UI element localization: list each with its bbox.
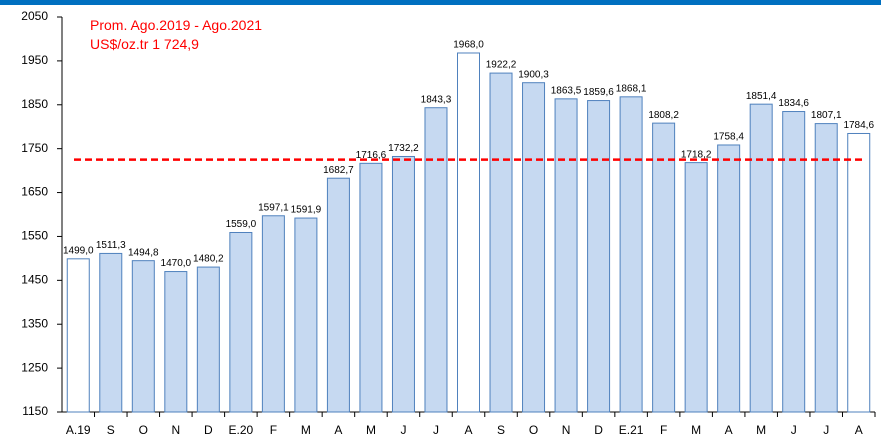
bar (66, 258, 90, 413)
value-label: 1784,6 (843, 120, 874, 131)
bar (326, 177, 350, 413)
bar (457, 52, 480, 413)
y-tick-label: 1550 (21, 229, 48, 243)
x-tick-label: M (691, 423, 701, 437)
bar (619, 96, 643, 413)
x-tick-label: A.19 (66, 423, 91, 437)
value-label: 1922,2 (486, 60, 517, 71)
value-label: 1511,3 (96, 240, 126, 251)
y-tick-label: 1750 (21, 141, 48, 155)
x-tick-label: N (562, 423, 571, 437)
value-label: 1494,8 (128, 247, 159, 258)
x-tick-label: M (366, 423, 376, 437)
y-tick-label: 1650 (21, 185, 48, 199)
value-label: 1499,0 (63, 245, 94, 256)
y-tick-label: 1150 (22, 404, 48, 418)
x-tick-label: J (433, 423, 439, 437)
x-tick-label: D (204, 423, 213, 437)
value-label: 1834,6 (778, 98, 809, 109)
x-tick-label: J (823, 423, 829, 437)
x-tick-label: A (855, 423, 863, 437)
value-label: 1591,9 (291, 205, 322, 216)
bar (164, 271, 188, 413)
value-label: 1732,2 (388, 143, 419, 154)
value-label: 1559,0 (226, 219, 257, 230)
value-label: 1716,6 (356, 150, 387, 161)
bar (99, 252, 123, 413)
x-tick-label: O (139, 423, 148, 437)
value-label: 1900,3 (518, 69, 549, 80)
value-label: 1859,6 (583, 87, 614, 98)
x-tick-label: F (660, 423, 667, 437)
bar (717, 144, 741, 413)
annotation: US$/oz.tr 1 724,9 (90, 36, 199, 52)
x-tick-label: E.21 (619, 423, 644, 437)
bar (847, 132, 871, 413)
x-tick-label: S (107, 423, 115, 437)
bar (261, 215, 285, 413)
x-tick-label: A (334, 423, 342, 437)
value-label: 1968,0 (453, 40, 484, 51)
y-tick-label: 2050 (21, 9, 48, 23)
bar (229, 231, 253, 413)
value-label: 1868,1 (616, 83, 647, 94)
bar (587, 100, 611, 413)
bar (782, 111, 806, 413)
value-label: 1843,3 (421, 94, 452, 105)
x-tick-label: A (464, 423, 472, 437)
x-tick-label: A (725, 423, 733, 437)
y-tick-label: 1250 (21, 360, 48, 374)
x-tick-label: M (756, 423, 766, 437)
bar (359, 162, 383, 413)
bar (196, 266, 220, 413)
value-label: 1470,0 (161, 258, 192, 269)
bar (391, 155, 415, 413)
x-tick-label: E.20 (229, 423, 254, 437)
top-strip (0, 0, 881, 5)
bar (131, 260, 155, 413)
x-tick-label: O (529, 423, 538, 437)
bar (749, 103, 773, 413)
value-label: 1718,2 (681, 149, 712, 160)
x-tick-label: M (301, 423, 311, 437)
x-tick-label: J (791, 423, 797, 437)
bar (489, 72, 513, 413)
bar (424, 107, 448, 413)
value-label: 1807,1 (811, 110, 842, 121)
value-label: 1682,7 (323, 165, 354, 176)
bar (684, 162, 708, 413)
y-tick-label: 1350 (21, 316, 48, 330)
value-label: 1480,2 (193, 254, 224, 265)
bar (652, 122, 676, 413)
x-tick-label: S (497, 423, 505, 437)
value-label: 1851,4 (746, 91, 777, 102)
bar (554, 98, 578, 413)
annotation: Prom. Ago.2019 - Ago.2021 (90, 17, 262, 33)
y-tick-label: 1850 (21, 97, 48, 111)
x-tick-label: J (400, 423, 406, 437)
value-label: 1758,4 (713, 132, 744, 143)
x-tick-label: F (270, 423, 277, 437)
bar (294, 217, 318, 413)
bar (522, 82, 546, 413)
value-label: 1808,2 (648, 110, 679, 121)
x-tick-label: N (171, 423, 180, 437)
y-tick-label: 1450 (21, 273, 48, 287)
bar (814, 123, 838, 413)
value-label: 1863,5 (551, 85, 582, 96)
y-tick-label: 1950 (21, 53, 48, 67)
value-label: 1597,1 (258, 202, 289, 213)
x-tick-label: D (594, 423, 603, 437)
